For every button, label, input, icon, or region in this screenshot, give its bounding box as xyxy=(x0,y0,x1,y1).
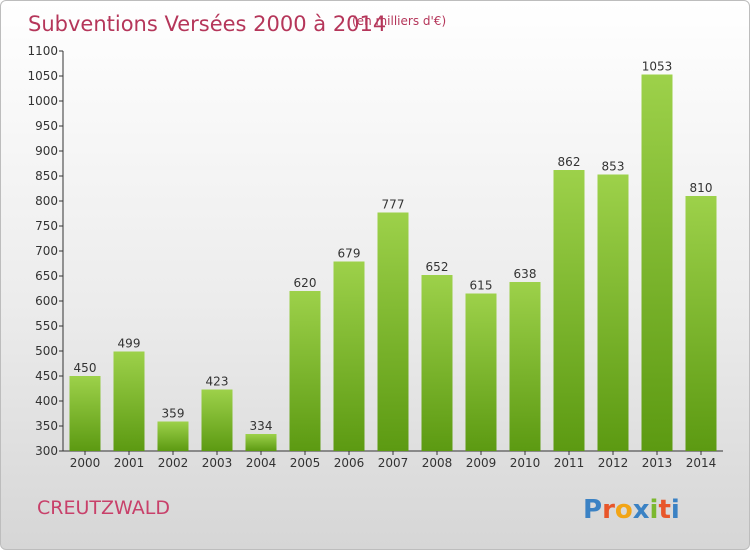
commune-name: CREUTZWALD xyxy=(37,497,170,519)
bar-value-label: 810 xyxy=(690,181,713,195)
x-tick-label: 2009 xyxy=(466,456,497,470)
y-tick-label: 600 xyxy=(35,294,58,308)
bar-value-label: 423 xyxy=(206,375,229,389)
bar-value-label: 334 xyxy=(250,419,273,433)
x-tick-label: 2012 xyxy=(598,456,629,470)
bar-value-label: 1053 xyxy=(642,60,673,74)
bar-value-label: 499 xyxy=(118,337,141,351)
bar xyxy=(553,170,585,451)
x-tick-label: 2013 xyxy=(642,456,673,470)
x-tick-label: 2008 xyxy=(422,456,453,470)
x-tick-label: 2006 xyxy=(334,456,365,470)
x-tick-label: 2004 xyxy=(246,456,277,470)
bar-value-label: 777 xyxy=(382,198,405,212)
bar xyxy=(421,275,453,451)
bar xyxy=(509,282,541,451)
bar xyxy=(597,174,629,451)
x-tick-label: 2014 xyxy=(686,456,717,470)
x-tick-label: 2010 xyxy=(510,456,541,470)
bar xyxy=(157,421,189,451)
y-tick-label: 700 xyxy=(35,244,58,258)
y-tick-label: 750 xyxy=(35,219,58,233)
bar xyxy=(465,293,497,451)
x-tick-label: 2005 xyxy=(290,456,321,470)
bar xyxy=(641,74,673,451)
chart-subtitle: (en milliers d'€) xyxy=(352,14,446,28)
x-tick-label: 2002 xyxy=(158,456,189,470)
y-tick-label: 950 xyxy=(35,119,58,133)
chart-title: Subventions Versées 2000 à 2014 xyxy=(28,12,386,36)
y-tick-label: 1050 xyxy=(27,69,58,83)
y-tick-label: 650 xyxy=(35,269,58,283)
bar-value-label: 638 xyxy=(514,267,537,281)
y-tick-label: 300 xyxy=(35,444,58,458)
bar xyxy=(685,196,717,451)
y-tick-label: 550 xyxy=(35,319,58,333)
y-tick-label: 350 xyxy=(35,419,58,433)
bar-value-label: 359 xyxy=(162,407,185,421)
bar xyxy=(245,434,277,451)
y-tick-label: 450 xyxy=(35,369,58,383)
axes: 300 350 400 450 500 550 600 650 700 750 800 850 900 9… xyxy=(27,44,723,470)
bar xyxy=(69,376,101,451)
bar-value-label: 652 xyxy=(426,260,449,274)
bar-value-label: 450 xyxy=(74,361,97,375)
bars: 450 499 359 423 334 620 679 777 652 615 638 862 853 1… xyxy=(69,60,717,451)
y-tick-label: 1000 xyxy=(27,94,58,108)
x-tick-label: 2011 xyxy=(554,456,585,470)
x-tick-label: 2007 xyxy=(378,456,409,470)
x-tick-label: 2001 xyxy=(114,456,145,470)
bar xyxy=(289,291,321,451)
bar-value-label: 679 xyxy=(338,247,361,261)
bar-value-label: 853 xyxy=(602,160,625,174)
y-tick-label: 1100 xyxy=(27,44,58,58)
bar xyxy=(201,389,233,451)
y-tick-label: 400 xyxy=(35,394,58,408)
y-tick-label: 800 xyxy=(35,194,58,208)
y-tick-label: 500 xyxy=(35,344,58,358)
x-tick-label: 2003 xyxy=(202,456,233,470)
bar-value-label: 620 xyxy=(294,276,317,290)
bar xyxy=(113,351,145,451)
bar-value-label: 862 xyxy=(558,155,581,169)
bar-value-label: 615 xyxy=(470,279,493,293)
bar xyxy=(377,212,409,451)
y-tick-label: 900 xyxy=(35,144,58,158)
bar xyxy=(333,261,365,451)
x-tick-label: 2000 xyxy=(70,456,101,470)
proxiti-logo: Proxiti xyxy=(583,495,680,525)
y-tick-label: 850 xyxy=(35,169,58,183)
